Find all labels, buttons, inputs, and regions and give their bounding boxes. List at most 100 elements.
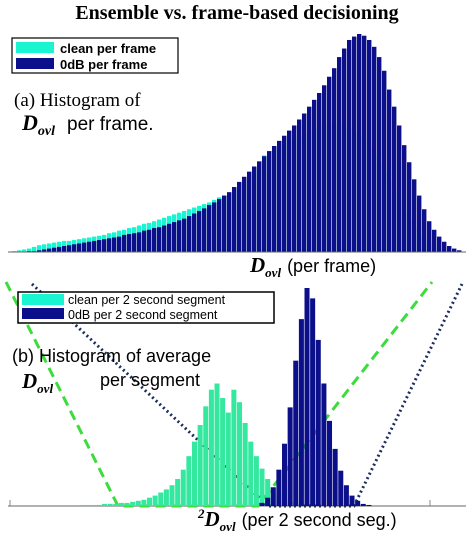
panel-a-noisy-bar [47,248,52,252]
panel-a-noisy-bar [97,240,102,252]
panel-a-noisy-bar [77,243,82,252]
panel-b-clean-bar [231,389,237,506]
panel-a-noisy-bar [437,236,442,252]
panel-b-clean-bar [130,501,136,506]
panel-a-noisy-bar [212,202,217,252]
panel-a-noisy-bar [267,151,272,252]
panel-a-noisy-bar [67,245,72,252]
panel-a-noisy-bar [442,241,447,252]
panel-b-annotation-line2: per segment [100,370,200,390]
panel-a-noisy-bar [42,249,47,252]
panel-a-noisy-bar [57,246,62,252]
panel-b-clean-bar [253,456,259,506]
legend-label-clean-frame: clean per frame [60,41,156,56]
panel-a-noisy-bar [232,187,237,252]
panel-a-noisy-bar [127,234,132,252]
panel-a-noisy-bar [72,244,77,252]
panel-a-noisy-bar [82,242,87,252]
panel-a-noisy-bar [412,179,417,252]
panel-a-noisy-bar [377,57,382,252]
panel-a-noisy-bar [372,46,377,252]
panel-b-x-label: 2Dovl (per 2 second seg.) [197,506,397,533]
panel-a-noisy-bar [37,250,42,252]
panel-b-noisy-bar [259,502,265,506]
panel-a-noisy-bar [217,199,222,252]
panel-b-clean-bar [163,489,169,506]
panel-a-legend: clean per frame 0dB per frame [11,37,179,74]
panel-b-clean-bar [102,503,108,506]
panel-a-clean-bar [17,250,22,252]
panel-a-noisy-bar [392,106,397,252]
legend-swatch-noisy-segment [22,308,64,319]
panel-b-noisy-bar [338,470,344,506]
panel-b-clean-bar [79,504,85,506]
panel-a-noisy-bar [417,195,422,252]
panel-b-clean-bar [113,503,119,506]
panel-a-noisy-bar [362,35,367,253]
panel-b-noisy-bar [349,495,355,506]
panel-a-noisy-bar [177,220,182,252]
panel-a-noisy-bar [307,106,312,252]
panel-a-noisy-bar [357,34,362,252]
panel-b-noisy-bar [293,360,299,506]
panel-b-clean-bar [265,479,271,506]
panel-b-clean-bar [242,422,248,506]
panel-a-noisy-bar [432,229,437,252]
panel-a-annotation-line2: Dovl per frame. [21,110,154,139]
panel-a-noisy-bar [347,39,352,253]
panel-a-noisy-bar [312,99,317,252]
panel-b-noisy-bar [321,383,327,506]
panel-a-noisy-bar [172,222,177,252]
panel-b-clean-bar [248,441,254,506]
panel-a-noisy-bar [317,92,322,253]
panel-a-noisy-bar [397,125,402,252]
panel-a-noisy-bar [227,192,232,252]
panel-a-noisy-bar [457,250,462,252]
panel-b-clean-bar [186,456,192,506]
panel-a-noisy-bar [52,247,57,252]
panel-a-noisy-bar [272,145,277,252]
panel-a-noisy-bar [322,85,327,252]
panel-b-clean-bar [152,495,158,506]
panel-b-clean-bar [107,503,113,506]
panel-b-clean-bar [158,492,164,506]
panel-b-clean-bar [220,398,226,506]
panel-a-clean-bar [27,248,32,252]
panel-b-noisy-bar [315,339,321,506]
panel-a-noisy-bar [87,241,92,252]
panel-a-noisy-bar [142,230,147,252]
panel-a-clean-bar [47,243,52,252]
panel-b-noisy-bar [287,407,293,506]
legend-label-noisy-segment: 0dB per 2 second segment [68,308,218,322]
panel-b-clean-bar [118,502,124,506]
panel-b-clean-bar [147,497,153,506]
legend-swatch-clean-segment [22,294,64,305]
panel-b-noisy-bar [298,319,304,506]
panel-b-noisy-bar [360,503,366,506]
panel-b-clean-bar [175,479,181,506]
panel-a-noisy-bar [242,176,247,252]
panel-a-noisy-bar [387,89,392,252]
panel-b-noisy-bar [355,500,361,506]
panel-a-noisy-bar [112,237,117,252]
panel-a-noisy-bar [262,156,267,252]
panel-b-clean-bar [208,389,214,506]
panel-b-clean-bar [203,406,209,506]
legend-swatch-noisy-frame [16,58,54,69]
panel-a-noisy-bar [382,70,387,252]
panel-a-clean-bar [22,249,27,252]
panel-a-noisy-bar [257,161,262,252]
panel-b-clean-bar [169,485,175,506]
panel-a-noisy-bar [342,48,347,252]
panel-b-noisy-bar [327,420,333,506]
panel-a-noisy-bar [287,130,292,252]
panel-a-noisy-bar [402,145,407,252]
panel-a-noisy-bar [107,238,112,252]
panel-a-x-label: Dovl (per frame) [249,253,376,280]
panel-b-clean-bar [180,469,186,506]
panel-b-histogram: clean per 2 second segment 0dB per 2 sec… [4,281,466,533]
figure-title: Ensemble vs. frame-based decisioning [75,2,398,24]
panel-b-legend: clean per 2 second segment 0dB per 2 sec… [17,291,275,324]
panel-a-noisy-bar [102,239,107,252]
